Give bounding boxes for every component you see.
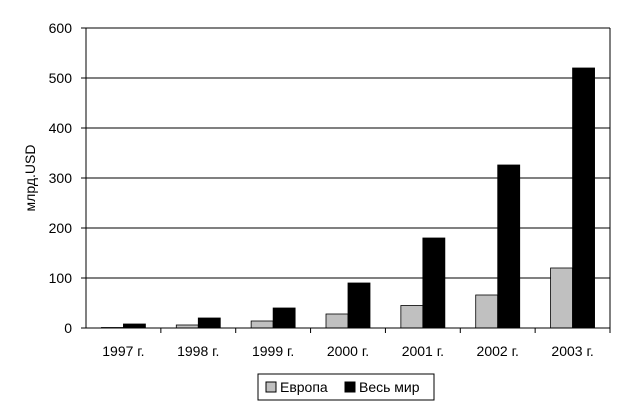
bar-world xyxy=(572,67,595,329)
legend-label-world: Весь мир xyxy=(359,379,420,395)
bars xyxy=(101,67,595,329)
gridlines xyxy=(81,27,611,333)
bar-europe xyxy=(475,294,499,329)
bar-world xyxy=(197,317,221,329)
bar-europe xyxy=(250,320,274,329)
y-tick-label: 200 xyxy=(49,220,73,236)
x-tick-label: 2000 г. xyxy=(327,343,369,359)
x-tick-label: 2002 г. xyxy=(477,343,519,359)
y-tick-labels: 0 100 200 300 400 500 600 xyxy=(49,20,73,336)
y-tick-label: 300 xyxy=(49,170,73,186)
bar-europe xyxy=(400,305,424,329)
x-tick-labels: 1997 г. 1998 г. 1999 г. 2000 г. 2001 г. 2002 … xyxy=(102,343,593,359)
bar-europe xyxy=(325,313,349,329)
x-tick-label: 2001 г. xyxy=(402,343,444,359)
y-axis-label: млрд.USD xyxy=(22,145,38,212)
x-tick-label: 1998 г. xyxy=(177,343,219,359)
x-tick-label: 2003 г. xyxy=(551,343,593,359)
y-tick-label: 500 xyxy=(49,70,73,86)
y-tick-label: 400 xyxy=(49,120,73,136)
x-tick-label: 1997 г. xyxy=(102,343,144,359)
legend-box xyxy=(257,373,435,401)
bar-world xyxy=(497,164,521,329)
bar-europe xyxy=(550,267,573,329)
x-tick-label: 1999 г. xyxy=(252,343,294,359)
bar-world xyxy=(347,282,371,329)
legend-swatch-world xyxy=(344,381,356,393)
y-tick-label: 0 xyxy=(64,320,72,336)
y-tick-label: 600 xyxy=(49,20,73,36)
legend-label-europe: Европа xyxy=(280,379,328,395)
legend-swatch-europe xyxy=(265,381,277,393)
bar-world xyxy=(123,323,146,329)
y-tick-label: 100 xyxy=(49,270,73,286)
bar-world xyxy=(272,307,296,329)
bar-world xyxy=(422,237,446,329)
axes xyxy=(85,28,611,329)
legend: Европа Весь мир xyxy=(257,373,435,401)
